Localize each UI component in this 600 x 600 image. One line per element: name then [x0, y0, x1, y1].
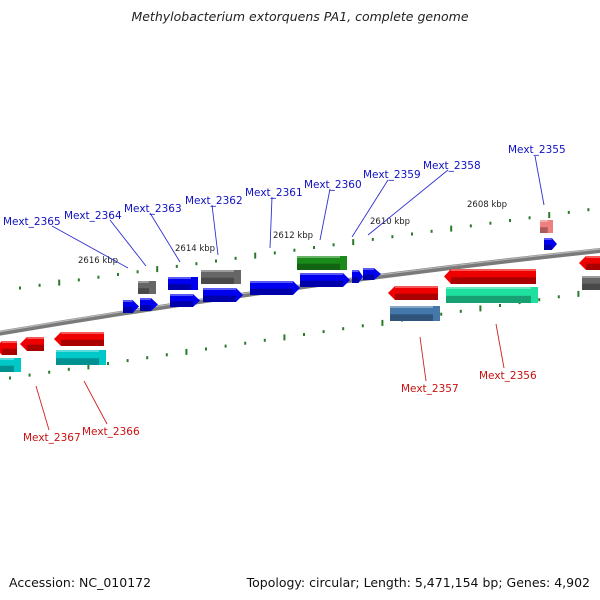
gene-feature[interactable] — [140, 298, 158, 311]
gene-feature[interactable] — [20, 337, 44, 351]
accession-text: Accession: NC_010172 — [9, 575, 152, 590]
gene-label-mext-2363[interactable]: Mext_2363 — [124, 203, 182, 215]
genome-backbone — [0, 248, 600, 336]
kbp-label-2612: 2612 kbp — [273, 231, 313, 241]
gene-feature[interactable] — [201, 270, 241, 284]
leader-line — [211, 204, 219, 256]
leader-line — [83, 380, 108, 425]
gene-feature[interactable] — [390, 306, 440, 321]
kbp-label-2616: 2616 kbp — [78, 256, 118, 266]
gene-label-mext-2367[interactable]: Mext_2367 — [23, 432, 81, 444]
gene-feature[interactable] — [388, 286, 438, 300]
gene-label-mext-2361[interactable]: Mext_2361 — [245, 187, 303, 199]
gene-feature[interactable] — [138, 281, 156, 294]
leader-line — [51, 225, 129, 269]
gene-feature[interactable] — [54, 332, 104, 346]
gene-feature[interactable] — [579, 256, 600, 270]
kbp-label-2610: 2610 kbp — [370, 217, 410, 227]
gene-label-mext-2358[interactable]: Mext_2358 — [423, 160, 481, 172]
gene-feature[interactable] — [444, 269, 536, 284]
leader-line — [109, 219, 147, 267]
leader-line — [419, 336, 427, 382]
gene-feature[interactable] — [300, 273, 350, 287]
map-title: Methylobacterium extorquens PA1, complet… — [131, 9, 469, 24]
gene-feature[interactable] — [168, 277, 198, 290]
tick-track-top — [19, 208, 590, 290]
gene-label-mext-2362[interactable]: Mext_2362 — [185, 195, 243, 207]
gene-feature[interactable] — [123, 300, 139, 313]
kbp-label-2614: 2614 kbp — [175, 244, 215, 254]
leader-line — [269, 196, 273, 249]
gene-label-mext-2360[interactable]: Mext_2360 — [304, 179, 362, 191]
topology-text: Topology: circular; Length: 5,471,154 bp… — [246, 575, 590, 590]
leader-line — [495, 323, 505, 369]
gene-feature[interactable] — [170, 294, 200, 307]
leader-line — [319, 188, 331, 241]
gene-feature[interactable] — [540, 220, 553, 233]
gene-label-mext-2366[interactable]: Mext_2366 — [82, 426, 140, 438]
leader-line — [149, 212, 181, 263]
leader-line — [351, 179, 389, 238]
gene-label-mext-2356[interactable]: Mext_2356 — [479, 370, 537, 382]
kbp-label-2608: 2608 kbp — [467, 200, 507, 210]
leader-line — [534, 155, 545, 206]
gene-feature[interactable] — [0, 358, 21, 372]
gene-label-mext-2357[interactable]: Mext_2357 — [401, 383, 459, 395]
gene-feature[interactable] — [363, 268, 381, 280]
gene-feature[interactable] — [0, 341, 17, 355]
leader-line — [35, 385, 50, 431]
leader-line — [367, 169, 449, 236]
gene-feature[interactable] — [582, 276, 600, 290]
gene-feature[interactable] — [297, 256, 347, 270]
gene-feature[interactable] — [203, 288, 243, 302]
gene-feature[interactable] — [352, 270, 363, 283]
gene-label-mext-2365[interactable]: Mext_2365 — [3, 216, 61, 228]
gene-label-mext-2364[interactable]: Mext_2364 — [64, 210, 122, 222]
gene-label-mext-2355[interactable]: Mext_2355 — [508, 144, 566, 156]
tick-track-bottom — [9, 290, 580, 380]
gene-feature[interactable] — [544, 238, 557, 250]
gene-feature[interactable] — [56, 350, 106, 365]
gene-feature[interactable] — [250, 281, 300, 295]
gene-feature[interactable] — [446, 287, 538, 303]
gene-label-mext-2359[interactable]: Mext_2359 — [363, 169, 421, 181]
